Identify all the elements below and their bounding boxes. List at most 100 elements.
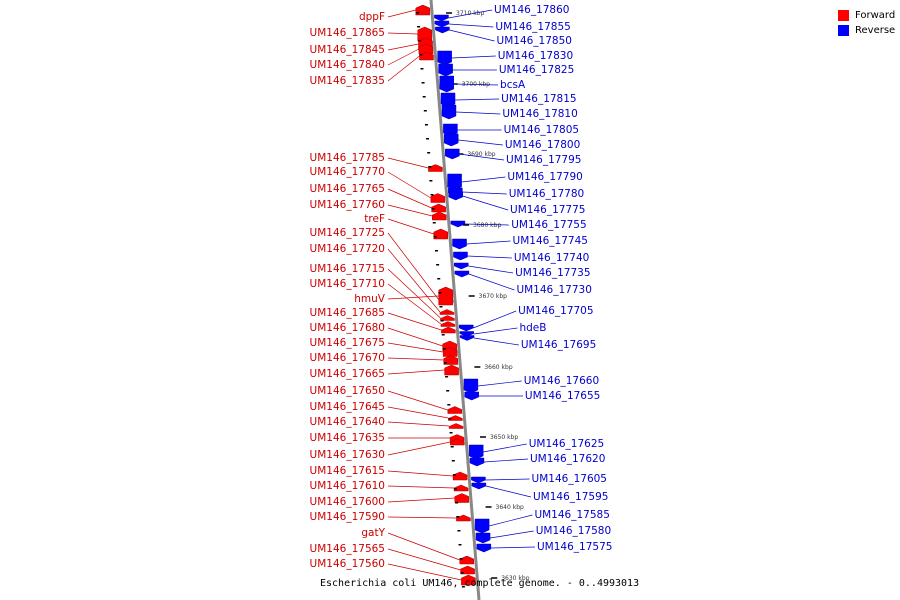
reverse-gene-connector — [454, 98, 500, 101]
forward-gene-connector — [387, 283, 442, 325]
forward-gene-connector — [387, 248, 441, 313]
forward-gene-label: UM146_17560 — [310, 558, 385, 570]
feature-marker — [417, 26, 421, 28]
reverse-gene-label: UM146_17705 — [518, 305, 593, 317]
reverse-gene-label: UM146_17825 — [499, 64, 574, 76]
forward-gene-connector — [387, 204, 433, 217]
feature-marker — [423, 110, 427, 112]
feature-marker — [445, 376, 449, 378]
reverse-gene-label: UM146_17850 — [497, 35, 572, 47]
reverse-gene-connector — [455, 111, 501, 115]
forward-gene-label: UM146_17650 — [310, 385, 385, 397]
feature-marker — [431, 208, 435, 210]
feature-marker — [422, 96, 426, 98]
reverse-gene-label: UM146_17815 — [501, 93, 576, 105]
reverse-gene-label: UM146_17805 — [504, 124, 579, 136]
reverse-gene — [475, 532, 491, 544]
forward-gene-connector — [387, 232, 440, 301]
forward-gene-connector — [387, 421, 450, 427]
feature-marker — [442, 348, 446, 350]
reverse-gene-label: UM146_17735 — [515, 267, 590, 279]
legend-forward-label: Forward — [855, 10, 896, 21]
reverse-gene-label: UM146_17695 — [521, 339, 596, 351]
forward-gene — [441, 326, 456, 334]
reverse-gene-connector — [451, 55, 496, 59]
genome-backbone — [429, 0, 481, 600]
feature-marker — [436, 264, 440, 266]
reverse-gene — [454, 262, 469, 270]
reverse-gene — [441, 104, 457, 120]
forward-gene-connector — [387, 32, 418, 35]
feature-marker — [430, 194, 434, 196]
feature-marker — [457, 530, 461, 532]
feature-marker — [459, 558, 463, 560]
reverse-gene-connector — [488, 514, 533, 527]
forward-gene — [433, 228, 448, 240]
reverse-gene-label: UM146_17585 — [534, 509, 609, 521]
forward-gene-connector — [387, 295, 439, 300]
reverse-gene-label: UM146_17580 — [536, 525, 611, 537]
forward-gene-label: UM146_17785 — [310, 152, 385, 164]
forward-gene-label: UM146_17615 — [310, 465, 385, 477]
reverse-gene-connector — [458, 139, 503, 146]
reverse-gene — [476, 543, 492, 553]
reverse-gene — [471, 476, 486, 484]
forward-gene-label: UM146_17865 — [310, 27, 385, 39]
reverse-gene-connector — [483, 458, 528, 463]
feature-marker — [437, 278, 441, 280]
reverse-gene-connector — [466, 240, 511, 245]
forward-gene — [430, 193, 446, 203]
forward-gene — [428, 164, 443, 172]
reverse-gene-connector — [485, 485, 532, 498]
reverse-gene-connector — [464, 223, 510, 226]
forward-gene-connector — [387, 369, 445, 375]
reverse-gene-label: UM146_17860 — [494, 4, 569, 16]
feature-marker — [446, 390, 450, 392]
reverse-gene-label: UM146_17755 — [511, 219, 586, 231]
tick-label: 3710 kbp — [456, 10, 484, 17]
feature-marker — [427, 152, 431, 154]
reverse-gene-label: bcsA — [500, 79, 526, 91]
forward-gene — [452, 471, 468, 481]
reverse-gene — [469, 457, 485, 467]
forward-gene — [454, 493, 470, 503]
reverse-gene-label: UM146_17795 — [506, 154, 581, 166]
legend-forward: Forward — [838, 8, 895, 23]
reverse-gene-label: UM146_17830 — [498, 50, 573, 62]
forward-gene — [450, 438, 465, 446]
reverse-gene — [459, 335, 475, 341]
forward-gene — [439, 309, 455, 315]
forward-gene-connector — [387, 327, 443, 347]
forward-gene — [443, 355, 459, 365]
reverse-swatch — [838, 25, 849, 36]
tick-label: 3680 kbp — [473, 222, 501, 229]
forward-gene-connector — [387, 357, 444, 361]
reverse-gene-connector — [461, 176, 506, 183]
forward-gene-label: UM146_17765 — [310, 183, 385, 195]
reverse-gene-label: UM146_17595 — [533, 491, 608, 503]
reverse-gene-connector — [490, 546, 536, 549]
forward-gene-connector — [387, 516, 457, 519]
genome-caption: Escherichia coli UM146, complete genome.… — [320, 578, 640, 589]
forward-gene-connector — [387, 171, 432, 199]
forward-gene-connector — [387, 48, 420, 66]
forward-gene-label: UM146_17770 — [310, 166, 385, 178]
forward-gene-label: hmuV — [354, 293, 386, 305]
feature-marker — [424, 124, 428, 126]
forward-gene — [415, 4, 431, 16]
feature-marker — [447, 404, 451, 406]
feature-marker — [443, 362, 447, 364]
reverse-gene-connector — [449, 29, 495, 42]
forward-gene-connector — [387, 470, 454, 477]
reverse-gene-connector — [448, 9, 493, 19]
reverse-gene-connector — [448, 23, 494, 28]
reverse-gene-connector — [462, 191, 507, 195]
reverse-gene — [468, 444, 484, 460]
feature-marker — [451, 460, 455, 462]
forward-gene — [432, 211, 447, 221]
forward-gene — [438, 286, 453, 306]
forward-gene-label: UM146_17760 — [310, 199, 385, 211]
forward-gene — [442, 347, 458, 357]
forward-gene-connector — [387, 406, 449, 419]
reverse-gene-connector — [468, 265, 514, 274]
